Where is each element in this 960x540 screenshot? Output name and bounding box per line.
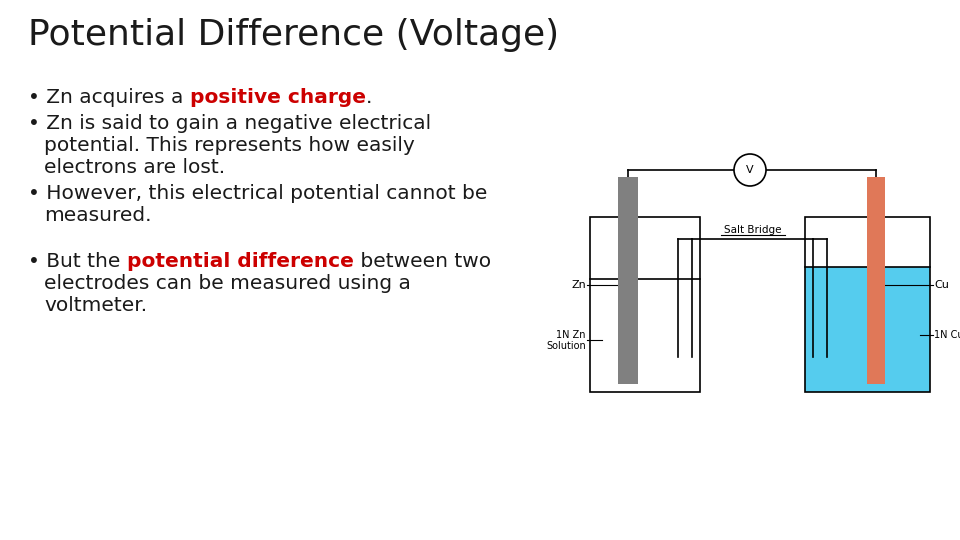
Text: • Zn acquires a: • Zn acquires a: [28, 88, 190, 107]
Text: • Zn is said to gain a negative electrical: • Zn is said to gain a negative electric…: [28, 114, 431, 133]
Bar: [867, 177, 885, 384]
Text: electrodes can be measured using a: electrodes can be measured using a: [44, 274, 411, 293]
Text: measured.: measured.: [44, 206, 152, 225]
Circle shape: [734, 154, 766, 186]
Text: positive charge: positive charge: [190, 88, 366, 107]
Text: .: .: [366, 88, 372, 107]
Text: potential difference: potential difference: [127, 252, 353, 271]
Bar: [805, 267, 930, 392]
Text: between two: between two: [353, 252, 491, 271]
Text: Solution: Solution: [546, 341, 586, 351]
Text: potential. This represents how easily: potential. This represents how easily: [44, 136, 415, 155]
Text: • However, this electrical potential cannot be: • However, this electrical potential can…: [28, 184, 488, 203]
Text: electrons are lost.: electrons are lost.: [44, 158, 226, 177]
Text: voltmeter.: voltmeter.: [44, 296, 147, 315]
Text: • But the: • But the: [28, 252, 127, 271]
Text: Potential Difference (Voltage): Potential Difference (Voltage): [28, 18, 559, 52]
Text: 1N Zn: 1N Zn: [557, 330, 586, 340]
Text: V: V: [746, 165, 754, 175]
Text: Zn: Zn: [571, 280, 586, 290]
Bar: [590, 217, 700, 392]
Bar: [805, 217, 930, 392]
Text: Cu: Cu: [934, 280, 948, 290]
Bar: [618, 177, 638, 384]
Text: 1N Cu Solution: 1N Cu Solution: [934, 330, 960, 340]
Text: Salt Bridge: Salt Bridge: [724, 225, 781, 235]
